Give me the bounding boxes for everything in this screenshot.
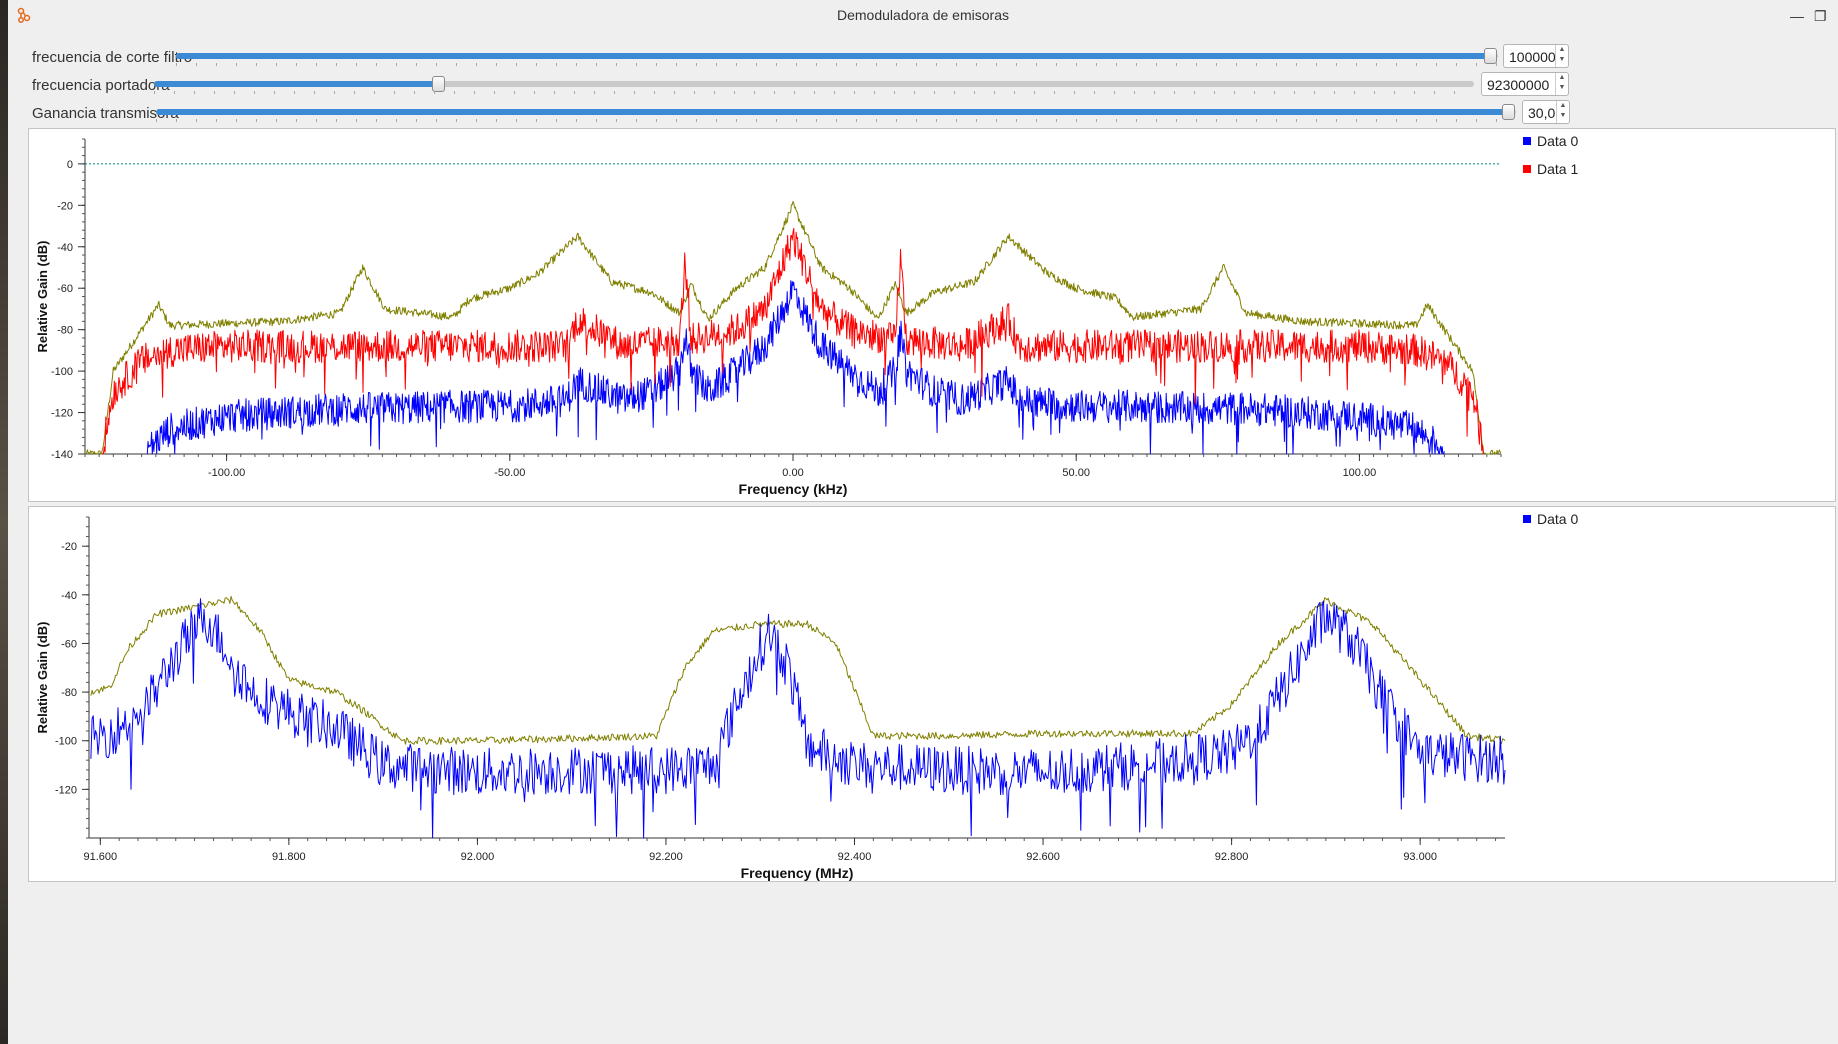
y-tick-label: 0 xyxy=(67,159,73,171)
x-tick-label: 93.000 xyxy=(1403,851,1437,863)
y-tick-label: -100 xyxy=(51,366,73,378)
x-tick-label: 92.000 xyxy=(461,851,495,863)
transmit-gain-slider-fill xyxy=(156,109,1510,115)
x-tick-label: 92.400 xyxy=(838,851,872,863)
app-window: Demoduladora de emisoras — ❐ frecuencia … xyxy=(8,0,1838,1044)
title-bar: Demoduladora de emisoras — ❐ xyxy=(8,0,1838,34)
y-tick-label: -60 xyxy=(57,283,73,295)
carrier-frequency-spinbox[interactable]: 92300000 ▲ ▼ xyxy=(1481,72,1569,96)
y-tick-label: -120 xyxy=(51,408,73,420)
app-icon xyxy=(16,6,32,29)
y-tick-label: -20 xyxy=(57,200,73,212)
cutoff-frequency-slider-handle[interactable] xyxy=(1484,48,1497,64)
series-line-reference xyxy=(90,595,1506,745)
spin-arrows-icon[interactable]: ▲ ▼ xyxy=(1556,101,1569,123)
carrier-frequency-slider[interactable] xyxy=(154,76,1474,92)
x-tick-label: 92.200 xyxy=(649,851,683,863)
maximize-icon[interactable]: ❐ xyxy=(1814,8,1827,24)
cutoff-frequency-value: 100000 xyxy=(1509,49,1556,65)
legend-swatch xyxy=(1523,515,1531,523)
cutoff-frequency-label: frecuencia de corte filtro xyxy=(32,49,193,66)
cutoff-frequency-slider-fill xyxy=(176,53,1492,59)
window-title: Demoduladora de emisoras xyxy=(837,7,1009,23)
cutoff-frequency-spinbox[interactable]: 100000 ▲ ▼ xyxy=(1503,44,1569,68)
baseband-spectrum-panel: 0 -20 -40 -60 -80 -100 -120 -140 -100.00 -50.00 0.… xyxy=(28,128,1836,502)
y-tick-label: -60 xyxy=(61,638,77,650)
cutoff-frequency-control: frecuencia de corte filtro 100000 ▲ ▼ xyxy=(8,44,1838,72)
x-tick-label: -100.00 xyxy=(208,467,245,479)
spin-arrows-icon[interactable]: ▲ ▼ xyxy=(1555,45,1568,67)
minimize-icon[interactable]: — xyxy=(1790,8,1804,24)
transmit-gain-slider-ticks xyxy=(156,119,1516,122)
legend-label: Data 0 xyxy=(1537,511,1579,527)
transmit-gain-control: Ganancia transmisora 30,0 ▲ ▼ xyxy=(8,100,1838,128)
legend-item-data-0[interactable]: Data 0 xyxy=(1523,511,1578,527)
rf-spectrum-plot[interactable]: -20 -40 -60 -80 -100 -120 91.600 91.800 92.000 92… xyxy=(29,507,1517,881)
x-axis-label: Frequency (MHz) xyxy=(741,865,854,881)
x-tick-label: 91.800 xyxy=(272,851,306,863)
x-tick-label: 100.00 xyxy=(1343,467,1377,479)
x-tick-label: 50.00 xyxy=(1062,467,1090,479)
transmit-gain-slider-handle[interactable] xyxy=(1502,104,1515,120)
series-line-reference xyxy=(84,200,1502,455)
transmit-gain-slider[interactable] xyxy=(156,104,1516,120)
y-tick-label: -40 xyxy=(57,242,73,254)
carrier-frequency-control: frecuencia portadora 92300000 ▲ ▼ xyxy=(8,72,1838,100)
legend-swatch xyxy=(1523,165,1531,173)
y-tick-label: -100 xyxy=(55,736,77,748)
carrier-frequency-slider-ticks xyxy=(154,91,1474,94)
series-line-data-0 xyxy=(90,598,1506,839)
carrier-frequency-value: 92300000 xyxy=(1487,77,1550,93)
y-tick-label: -120 xyxy=(55,784,77,796)
transmit-gain-spinbox[interactable]: 30,0 ▲ ▼ xyxy=(1522,100,1570,124)
legend-swatch xyxy=(1523,137,1531,145)
x-tick-label: 0.00 xyxy=(782,467,803,479)
rf-spectrum-panel: -20 -40 -60 -80 -100 -120 91.600 91.800 92.000 92… xyxy=(28,506,1836,882)
y-tick-label: -80 xyxy=(57,325,73,337)
spin-arrows-icon[interactable]: ▲ ▼ xyxy=(1555,73,1568,95)
cutoff-frequency-slider-ticks xyxy=(176,63,1498,66)
x-tick-label: 92.600 xyxy=(1026,851,1060,863)
legend-label: Data 0 xyxy=(1537,133,1579,149)
carrier-frequency-label: frecuencia portadora xyxy=(32,77,170,94)
y-tick-label: -40 xyxy=(61,590,77,602)
x-tick-label: 91.600 xyxy=(83,851,117,863)
carrier-frequency-slider-handle[interactable] xyxy=(432,76,445,92)
legend-label: Data 1 xyxy=(1537,161,1579,177)
cutoff-frequency-slider[interactable] xyxy=(176,48,1498,64)
y-tick-label: -80 xyxy=(61,687,77,699)
carrier-frequency-slider-fill xyxy=(154,81,438,87)
baseband-spectrum-plot[interactable]: 0 -20 -40 -60 -80 -100 -120 -140 -100.00 -50.00 0.… xyxy=(29,129,1517,501)
transmit-gain-label: Ganancia transmisora xyxy=(32,105,179,122)
x-tick-label: 92.800 xyxy=(1215,851,1249,863)
y-axis-label: Relative Gain (dB) xyxy=(35,622,50,734)
series-line-data-1 xyxy=(101,227,1484,455)
legend-item-data-1[interactable]: Data 1 xyxy=(1523,161,1578,177)
y-tick-label: -20 xyxy=(61,541,77,553)
desktop-background xyxy=(0,0,8,1044)
y-axis-label: Relative Gain (dB) xyxy=(35,241,50,353)
y-tick-label: -140 xyxy=(51,449,73,461)
legend-item-data-0[interactable]: Data 0 xyxy=(1523,133,1578,149)
x-axis-label: Frequency (kHz) xyxy=(739,481,848,497)
x-tick-label: -50.00 xyxy=(494,467,525,479)
series-line-data-0 xyxy=(146,280,1445,455)
transmit-gain-value: 30,0 xyxy=(1528,105,1556,121)
